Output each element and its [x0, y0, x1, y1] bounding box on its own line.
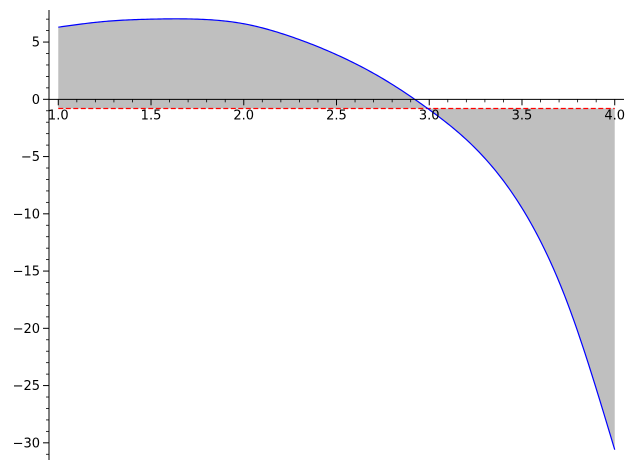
- x-tick-label: 1.5: [141, 108, 162, 123]
- x-tick-label: 2.5: [326, 108, 347, 123]
- y-tick-label: −30: [13, 436, 40, 451]
- y-tick-label: −20: [13, 322, 40, 337]
- x-tick-label: 1.0: [48, 108, 69, 123]
- curve-layer: [58, 18, 616, 450]
- x-tick-label: 3.0: [419, 108, 440, 123]
- y-tick-label: 5: [32, 36, 40, 51]
- y-tick-label: −25: [13, 379, 40, 394]
- fill-area-layer: [58, 18, 615, 450]
- axes-layer: [43, 10, 624, 460]
- fill-area: [58, 18, 615, 450]
- x-tick-label: 2.0: [233, 108, 254, 123]
- y-tick-label: −15: [13, 265, 40, 280]
- x-tick-label: 4.0: [604, 108, 625, 123]
- y-tick-label: 0: [32, 93, 40, 108]
- y-tick-label: −10: [13, 207, 40, 222]
- tick-labels-layer: 1.0 1.5 2.0 2.5 3.0 3.5 4.0 5 0 −5 −10 −15 −20 −25 −30: [13, 36, 626, 452]
- curve-line: [58, 18, 616, 450]
- y-tick-label: −5: [21, 150, 40, 165]
- x-tick-label: 3.5: [512, 108, 533, 123]
